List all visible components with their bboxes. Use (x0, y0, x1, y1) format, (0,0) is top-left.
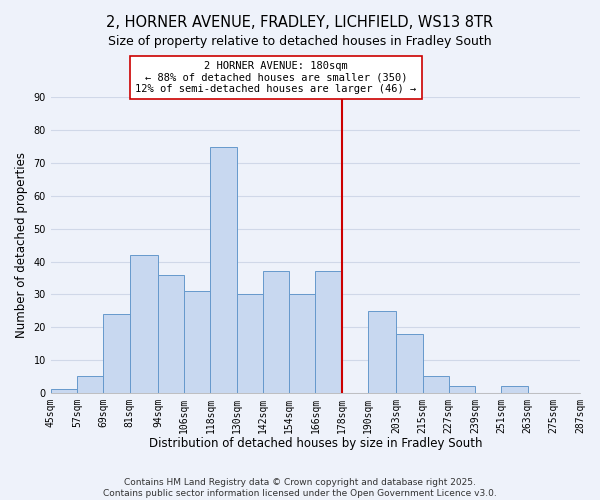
Bar (397, 334, 422, 392)
Bar (184, 291, 211, 392)
Bar (263, 272, 289, 392)
Text: 2, HORNER AVENUE, FRADLEY, LICHFIELD, WS13 8TR: 2, HORNER AVENUE, FRADLEY, LICHFIELD, WS… (106, 15, 494, 30)
Bar (422, 376, 449, 392)
Bar (236, 294, 263, 392)
Bar (211, 146, 236, 392)
Bar (103, 314, 130, 392)
X-axis label: Distribution of detached houses by size in Fradley South: Distribution of detached houses by size … (149, 437, 482, 450)
Bar (130, 255, 158, 392)
Bar (501, 386, 527, 392)
Text: Contains HM Land Registry data © Crown copyright and database right 2025.
Contai: Contains HM Land Registry data © Crown c… (103, 478, 497, 498)
Bar (51, 390, 77, 392)
Bar (158, 274, 184, 392)
Text: 2 HORNER AVENUE: 180sqm
← 88% of detached houses are smaller (350)
12% of semi-d: 2 HORNER AVENUE: 180sqm ← 88% of detache… (136, 61, 416, 94)
Bar (289, 294, 316, 392)
Bar (77, 376, 103, 392)
Text: Size of property relative to detached houses in Fradley South: Size of property relative to detached ho… (108, 35, 492, 48)
Bar (449, 386, 475, 392)
Bar (316, 272, 341, 392)
Bar (368, 310, 397, 392)
Y-axis label: Number of detached properties: Number of detached properties (15, 152, 28, 338)
